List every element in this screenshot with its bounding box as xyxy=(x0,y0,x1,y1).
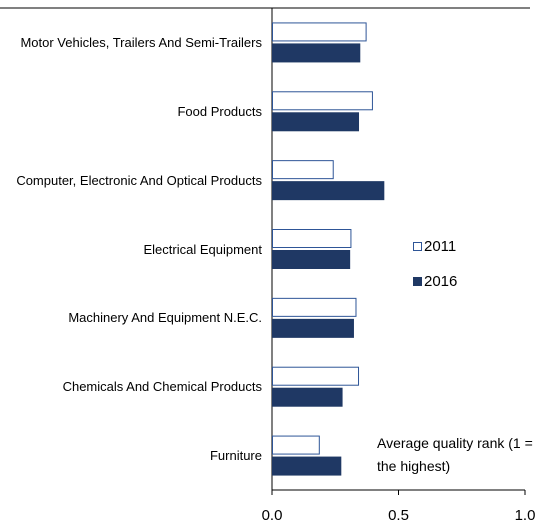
bar xyxy=(272,366,360,386)
bar xyxy=(272,387,343,407)
bar xyxy=(272,318,354,338)
bar xyxy=(272,91,373,111)
bar xyxy=(272,43,361,63)
legend-swatch xyxy=(413,277,422,286)
annotation: Average quality rank (1 = the highest) xyxy=(377,435,533,474)
bar xyxy=(272,229,352,248)
bar xyxy=(272,456,342,476)
x-tick-label: 1.0 xyxy=(515,507,536,522)
y-tick-label: Machinery And Equipment N.E.C. xyxy=(68,310,262,326)
legend-item: 2016 xyxy=(413,273,457,290)
y-tick-label: Computer, Electronic And Optical Product… xyxy=(16,172,262,188)
bar xyxy=(272,160,334,180)
y-tick-label: Electrical Equipment xyxy=(143,241,263,257)
category-label: Chemicals And Chemical Products xyxy=(0,362,262,412)
x-tick-label: 0.0 xyxy=(262,507,283,522)
legend-label: 2016 xyxy=(424,273,458,290)
legend-swatch xyxy=(413,242,422,251)
y-tick-label: Food Products xyxy=(177,103,262,119)
bar xyxy=(272,250,351,269)
category-label: Computer, Electronic And Optical Product… xyxy=(0,155,262,205)
bar xyxy=(272,22,367,42)
bar xyxy=(272,181,385,201)
category-label: Motor Vehicles, Trailers And Semi-Traile… xyxy=(0,17,262,67)
category-label: Electrical Equipment xyxy=(0,224,263,274)
y-tick-label: Motor Vehicles, Trailers And Semi-Traile… xyxy=(20,34,262,50)
bar xyxy=(272,112,360,132)
x-tick-label: 0.5 xyxy=(388,507,409,522)
legend-item: 2011 xyxy=(413,238,456,255)
bar xyxy=(272,435,320,455)
y-tick-label: Furniture xyxy=(209,448,262,464)
category-label: Food Products xyxy=(0,86,262,136)
y-tick-label: Chemicals And Chemical Products xyxy=(62,379,262,395)
category-label: Machinery And Equipment N.E.C. xyxy=(0,293,262,343)
bar xyxy=(272,297,357,317)
category-label: Furniture xyxy=(0,431,262,481)
legend-label: 2011 xyxy=(424,238,457,255)
